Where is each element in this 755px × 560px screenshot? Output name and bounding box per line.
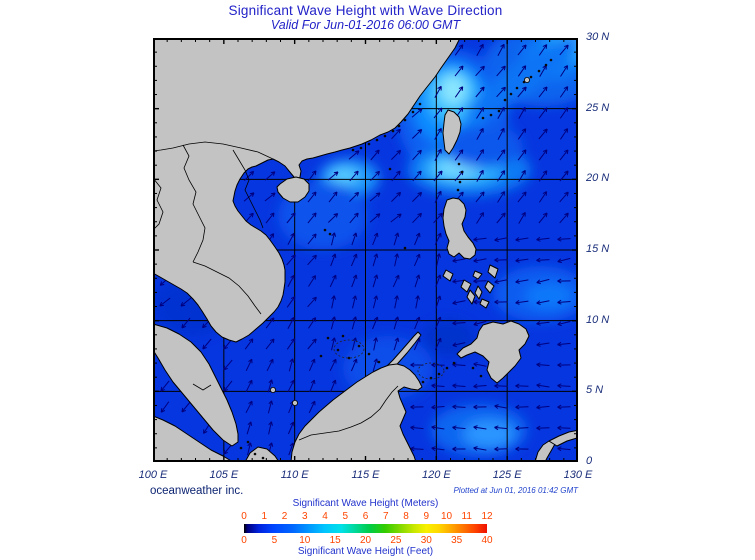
- colorbar-meter-tick: 11: [461, 511, 472, 522]
- colorbar-feet-tick: 0: [241, 535, 247, 546]
- colorbar-meter-tick: 7: [382, 511, 389, 522]
- colorbar-meter-tick: 0: [241, 511, 247, 522]
- lon-label: 130 E: [563, 469, 593, 481]
- lon-label: 110 E: [280, 469, 309, 481]
- country-border: [192, 383, 212, 391]
- lat-label: 10 N: [586, 313, 610, 326]
- landmass-peninsula: [153, 323, 239, 447]
- colorbar-meter-tick: 6: [362, 511, 369, 522]
- map-frame: [153, 38, 578, 462]
- landmass-panay: [460, 279, 472, 293]
- landmass-bohol: [479, 298, 490, 309]
- country-border: [192, 261, 262, 315]
- lat-label: 5 N: [586, 384, 604, 397]
- landmass-mindanao: [456, 320, 530, 384]
- colorbar-meter-tick: 10: [440, 511, 453, 522]
- landmass-riau: [244, 446, 280, 462]
- colorbar-meter-tick: 3: [301, 511, 308, 522]
- chart-subtitle: Valid For Jun-01-2016 06:00 GMT: [270, 18, 461, 32]
- colorbar-feet-tick: 5: [271, 535, 278, 546]
- landmass-sumatra: [153, 415, 234, 462]
- colorbar-feet-tick: 35: [451, 535, 463, 546]
- country-border: [153, 141, 274, 160]
- colorbar-meter-tick: 12: [481, 511, 493, 522]
- colorbar-feet-tick: 10: [299, 535, 311, 546]
- landmass-taiwan: [442, 109, 462, 155]
- landmass-masbate: [472, 270, 483, 280]
- landmass-mainland: [153, 38, 461, 343]
- land-layer: [153, 38, 578, 462]
- wave-height-map: [153, 38, 578, 462]
- lon-label: 125 E: [492, 469, 522, 481]
- colorbar-meter-tick: 8: [403, 511, 409, 522]
- landmass-luzon: [442, 197, 477, 260]
- credit-text: oceanweather inc.: [150, 485, 244, 497]
- landmass-negros: [466, 289, 476, 305]
- lat-label: 30 N: [586, 31, 610, 43]
- lat-label: 25 N: [586, 101, 610, 114]
- lon-label: 100 E: [138, 469, 168, 481]
- country-border: [153, 177, 164, 231]
- landmass-samar: [487, 264, 499, 279]
- country-border: [232, 149, 264, 229]
- colorbar-meter-tick: 4: [322, 511, 328, 522]
- lat-label: 15 N: [586, 243, 610, 255]
- landmass-mindoro: [442, 269, 454, 282]
- plotted-at-text: Plotted at Jun 01, 2016 01:42 GMT: [453, 486, 578, 495]
- reef-outline: [417, 362, 445, 380]
- colorbar-meter-tick: 2: [281, 511, 288, 522]
- colorbar-feet-label: Significant Wave Height (Feet): [297, 546, 434, 557]
- colorbar-feet-tick: 20: [359, 535, 372, 546]
- colorbar-feet-tick: 40: [481, 535, 493, 546]
- map-plot-area: [153, 38, 578, 462]
- wave-direction-arrows: [159, 43, 571, 456]
- lat-label: 0: [586, 455, 593, 467]
- colorbar-gradient: [244, 524, 487, 533]
- lat-label: 20 N: [586, 172, 610, 185]
- colorbar-meter-tick: 1: [261, 511, 268, 522]
- reef-outline: [333, 339, 365, 359]
- landmass-hainan: [276, 176, 310, 203]
- landmass-leyte: [484, 280, 495, 294]
- chart-title: Significant Wave Height with Wave Direct…: [228, 3, 503, 18]
- colorbar-meter-tick: 5: [342, 511, 349, 522]
- landmass-cebu: [474, 285, 483, 300]
- country-border: [298, 385, 399, 441]
- lon-label: 115 E: [351, 469, 380, 481]
- colorbar-feet-tick: 25: [390, 535, 402, 546]
- colorbar-feet-tick: 30: [420, 535, 432, 546]
- country-border: [182, 144, 206, 263]
- colorbar-meters-label: Significant Wave Height (Meters): [292, 498, 439, 509]
- lon-label: 105 E: [209, 469, 239, 481]
- colorbar-meter-tick: 9: [423, 511, 430, 522]
- landmass-borneo: [290, 363, 423, 462]
- lon-label: 120 E: [421, 469, 451, 481]
- landmass-sulArm: [548, 429, 578, 447]
- colorbar-feet-tick: 15: [329, 535, 341, 546]
